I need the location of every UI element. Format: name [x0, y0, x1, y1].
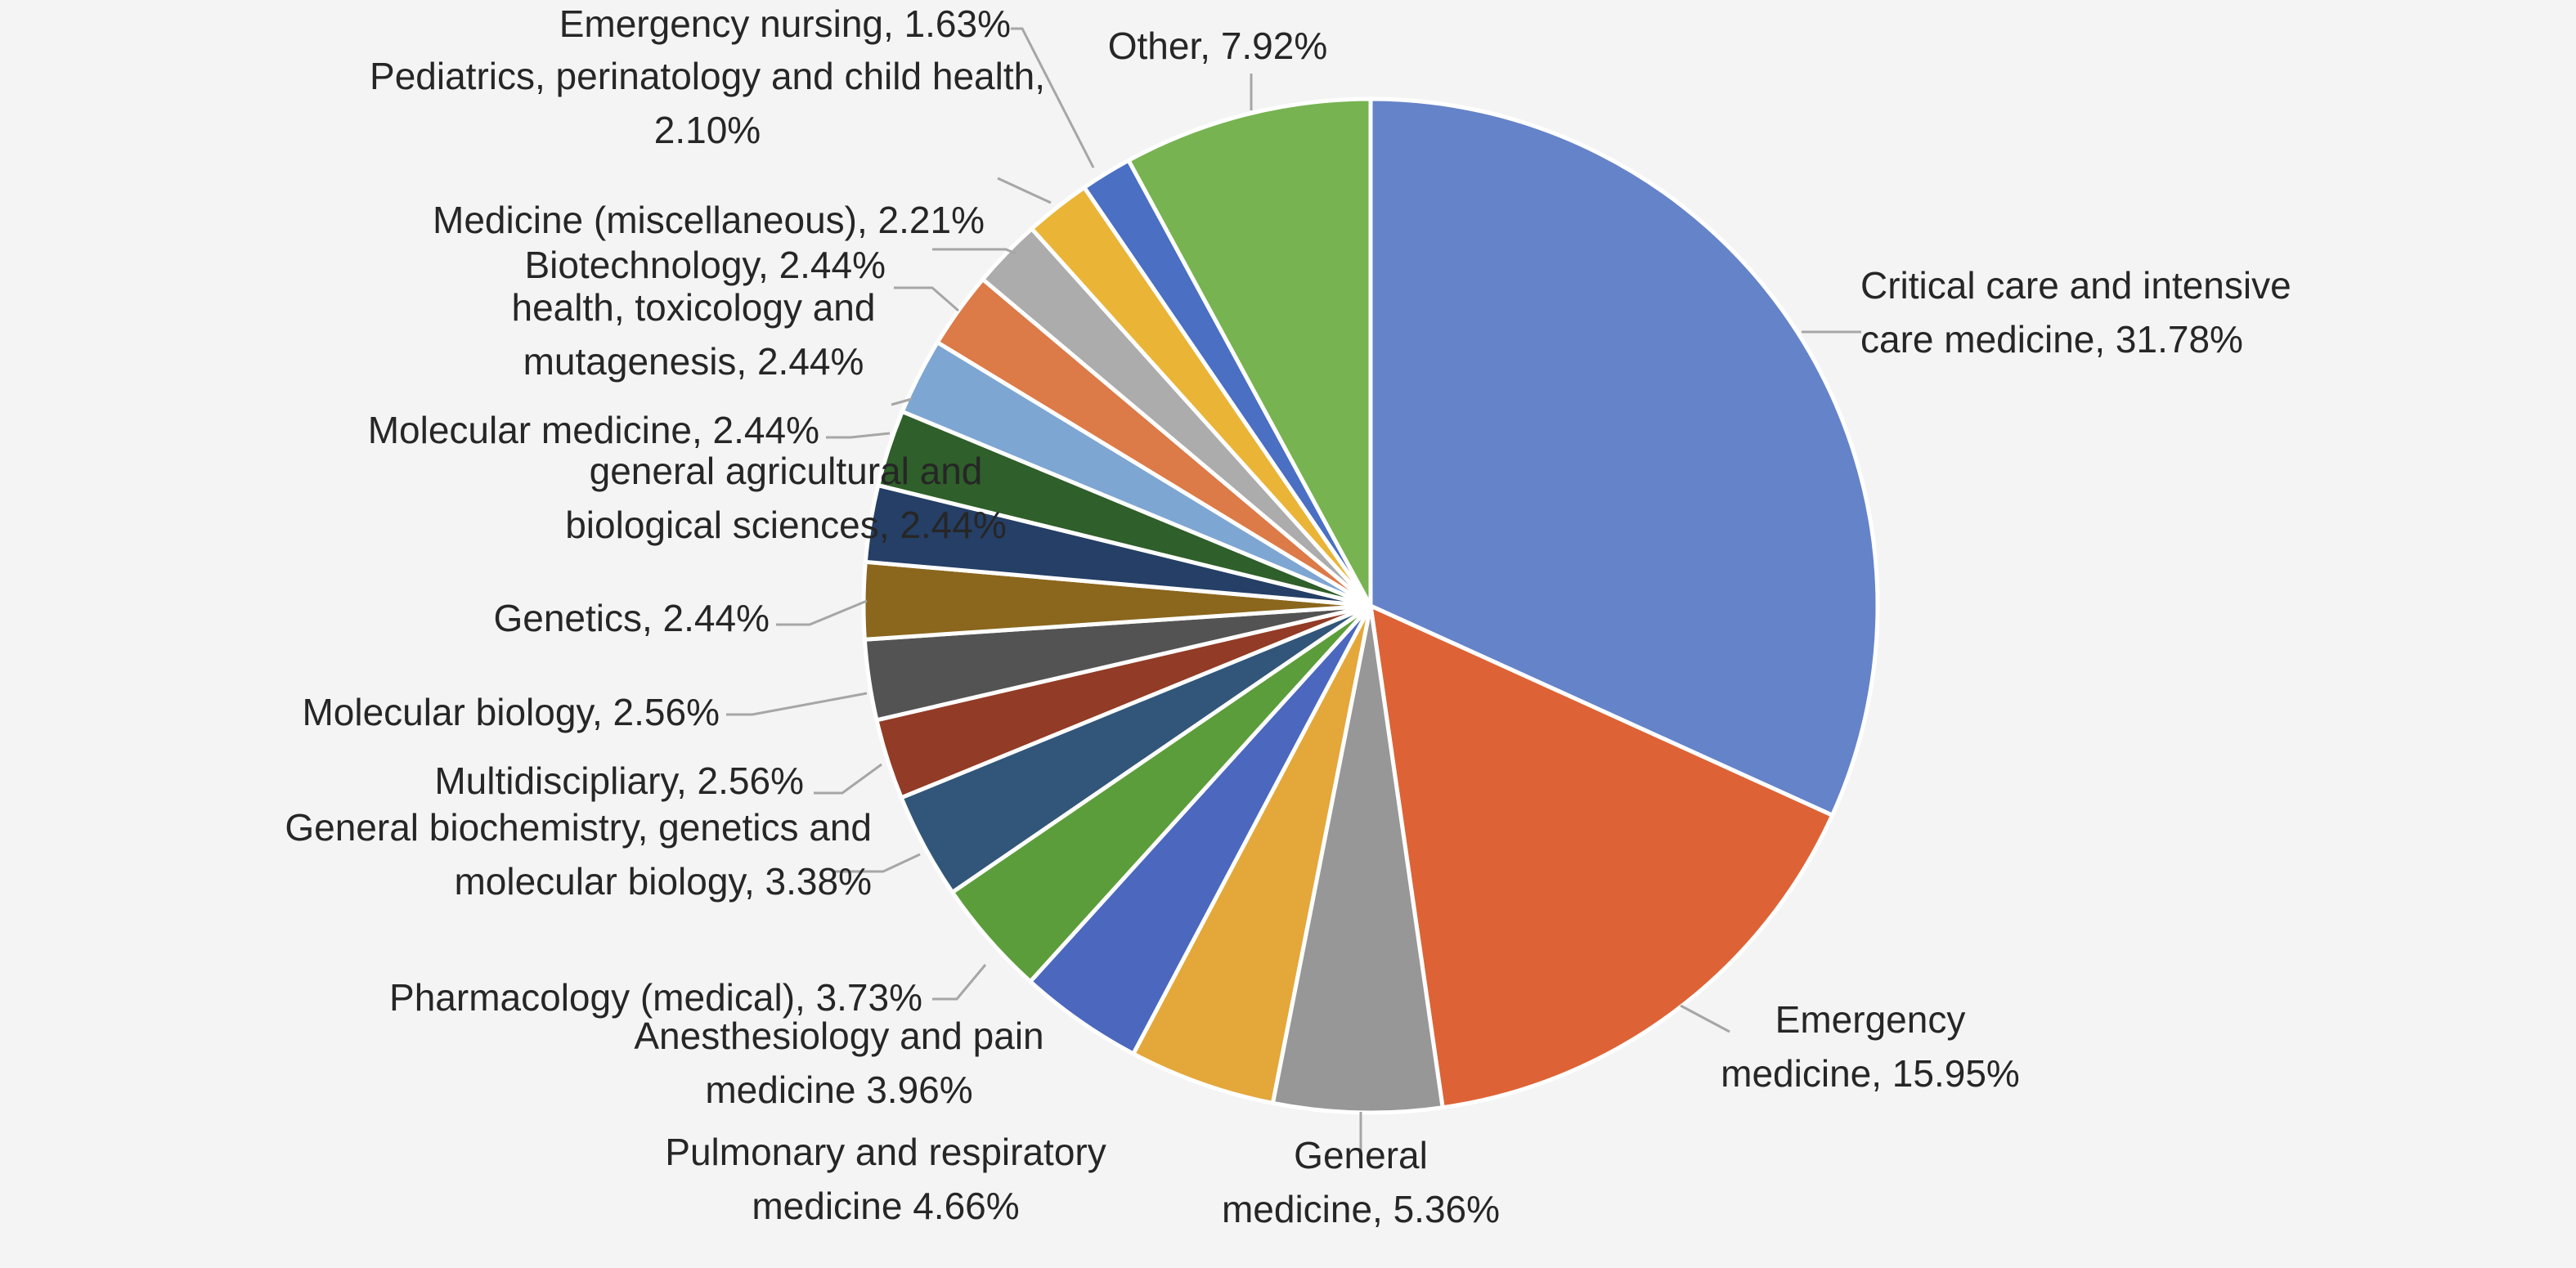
- slice-label-12: Molecular medicine, 2.44%: [368, 409, 819, 451]
- slice-label-6: Pharmacology (medical), 3.73%: [389, 976, 922, 1019]
- slice-label-line: Emergency nursing, 1.63%: [559, 2, 1011, 45]
- slice-label-line: general agricultural and: [590, 450, 983, 492]
- slice-label-line: Emergency: [1775, 998, 1966, 1041]
- slice-label-3: General medicine, 5.36%: [1222, 1134, 1500, 1230]
- leader-line-9: [726, 692, 868, 716]
- slice-label-14: Biotechnology, 2.44%: [524, 244, 886, 286]
- slice-label-line: mutagenesis, 2.44%: [523, 340, 864, 383]
- pie-slice-1: [1368, 96, 1880, 818]
- pie-slices: [861, 96, 1880, 1115]
- slice-label-line: Pulmonary and respiratory: [665, 1131, 1106, 1173]
- slice-label-line: care medicine, 31.78%: [1860, 318, 2243, 361]
- pie-slice-18: [1126, 96, 1373, 608]
- pie-slice-2: [1368, 603, 1835, 1110]
- slice-label-9: Molecular biology, 2.56%: [302, 691, 720, 733]
- pie-slice-4: [1131, 603, 1373, 1105]
- slice-label-line: Molecular biology, 2.56%: [302, 691, 720, 733]
- slice-label-line: Medicine (miscellaneous), 2.21%: [433, 199, 985, 241]
- slice-label-line: Pharmacology (medical), 3.73%: [389, 976, 922, 1019]
- slice-label-11: general agricultural and biological scien…: [565, 450, 1007, 546]
- slice-label-line: medicine, 5.36%: [1222, 1188, 1500, 1230]
- leader-line-14: [894, 286, 959, 312]
- slice-label-line: molecular biology, 3.38%: [454, 860, 872, 903]
- pie-slice-3: [1270, 603, 1445, 1115]
- slice-label-line: General biochemistry, genetics and: [285, 806, 872, 849]
- slice-label-line: Molecular medicine, 2.44%: [368, 409, 819, 451]
- slice-label-line: biological sciences, 2.44%: [565, 504, 1007, 546]
- leader-line-10: [776, 599, 868, 626]
- leader-line-13: [891, 397, 913, 406]
- leader-line-17: [1011, 27, 1095, 168]
- slice-labels: Critical care and intensive care medicine…: [285, 2, 2291, 1230]
- slice-label-15: Medicine (miscellaneous), 2.21%: [433, 199, 985, 241]
- leader-line-8: [814, 763, 882, 795]
- slice-label-line: medicine, 15.95%: [1721, 1052, 2020, 1095]
- slice-label-line: Genetics, 2.44%: [493, 597, 770, 639]
- slice-label-13: health, toxicology and mutagenesis, 2.44%: [512, 286, 876, 383]
- leader-lines: [726, 27, 1861, 1154]
- slice-label-18: Other, 7.92%: [1108, 25, 1328, 67]
- slice-label-line: 2.10%: [654, 109, 761, 151]
- slice-label-line: General: [1294, 1134, 1428, 1176]
- leader-line-7: [834, 853, 921, 873]
- slice-label-1: Critical care and intensive care medicine…: [1860, 264, 2291, 361]
- slice-label-line: Other, 7.92%: [1108, 25, 1328, 67]
- slice-label-line: Pediatrics, perinatology and child healt…: [370, 55, 1045, 97]
- leader-line-6: [932, 964, 987, 1001]
- slice-label-line: medicine 4.66%: [752, 1185, 1019, 1227]
- slice-label-2: Emergency medicine, 15.95%: [1721, 998, 2020, 1095]
- slice-label-line: Biotechnology, 2.44%: [524, 244, 886, 286]
- leader-line-2: [1680, 1004, 1730, 1033]
- slice-label-16: Pediatrics, perinatology and child healt…: [370, 55, 1045, 151]
- slice-label-line: medicine 3.96%: [705, 1069, 972, 1111]
- slice-label-line: Critical care and intensive: [1860, 264, 2291, 307]
- slice-label-17: Emergency nursing, 1.63%: [559, 2, 1011, 45]
- slice-label-line: Anesthesiology and pain: [634, 1015, 1043, 1057]
- slice-label-5: Anesthesiology and pain medicine 3.96%: [634, 1015, 1043, 1111]
- slice-label-8: Multidiscipliary, 2.56%: [434, 759, 804, 802]
- slice-label-line: Multidiscipliary, 2.56%: [434, 759, 804, 802]
- leader-line-15: [932, 248, 1016, 255]
- leader-line-12: [826, 432, 891, 439]
- slice-label-line: health, toxicology and: [512, 286, 876, 329]
- leader-line-16: [997, 177, 1052, 204]
- slice-label-7: General biochemistry, genetics and molecu…: [285, 806, 872, 903]
- slice-label-10: Genetics, 2.44%: [493, 597, 770, 639]
- slice-label-4: Pulmonary and respiratory medicine 4.66%: [665, 1131, 1106, 1227]
